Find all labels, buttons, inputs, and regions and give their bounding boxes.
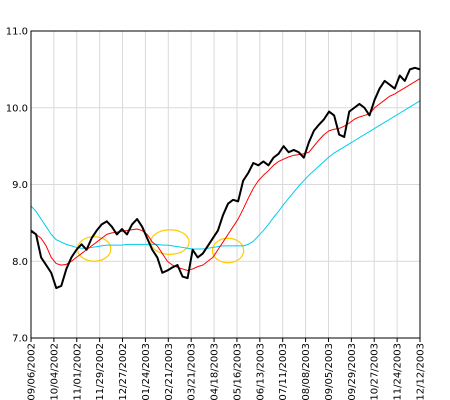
y-axis-ticks: 7.0 8.0 9.0 10.0 11.0 [6,27,28,345]
x-tick-label: 11/01/2002 [72,343,83,400]
x-tick-label: 01/24/2003 [141,343,152,400]
price-line [30,66,421,290]
x-tick-label: 03/21/2003 [187,343,198,400]
y-tick-label: 11.0 [6,27,28,38]
plot-frame [30,30,421,339]
y-tick-label: 8.0 [12,257,28,268]
x-tick-label: 08/08/2003 [301,343,312,400]
x-tick-label: 11/29/2002 [95,343,106,400]
x-tick-label: 11/24/2003 [393,343,404,400]
x-tick-label: 12/12/2003 [416,343,427,400]
x-tick-label: 05/16/2003 [232,343,243,400]
series-lines [30,66,421,290]
moving-average-long-line [30,100,421,250]
y-tick-label: 9.0 [12,180,28,191]
x-tick-label: 02/21/2003 [164,343,175,400]
x-tick-label: 09/29/2003 [347,343,358,400]
annotation-ellipse [150,229,190,255]
y-tick-label: 10.0 [6,103,28,114]
x-tick-label: 10/27/2003 [370,343,381,400]
x-axis-ticks: 09/06/2002 10/04/2002 11/01/2002 11/29/2002… [27,338,427,400]
x-tick-label: 09/05/2003 [324,343,335,400]
x-tick-label: 12/27/2002 [118,343,129,400]
x-tick-label: 07/11/2003 [278,343,289,400]
x-tick-label: 06/13/2003 [255,343,266,400]
x-tick-label: 04/18/2003 [210,343,221,400]
y-tick-label: 7.0 [12,334,28,345]
moving-average-short-line [30,78,421,271]
x-tick-label: 10/04/2002 [49,343,60,400]
x-tick-label: 09/06/2002 [27,343,38,400]
annotation-ellipse [211,237,245,264]
grid-lines [31,31,420,338]
annotation-ellipses [76,229,245,264]
